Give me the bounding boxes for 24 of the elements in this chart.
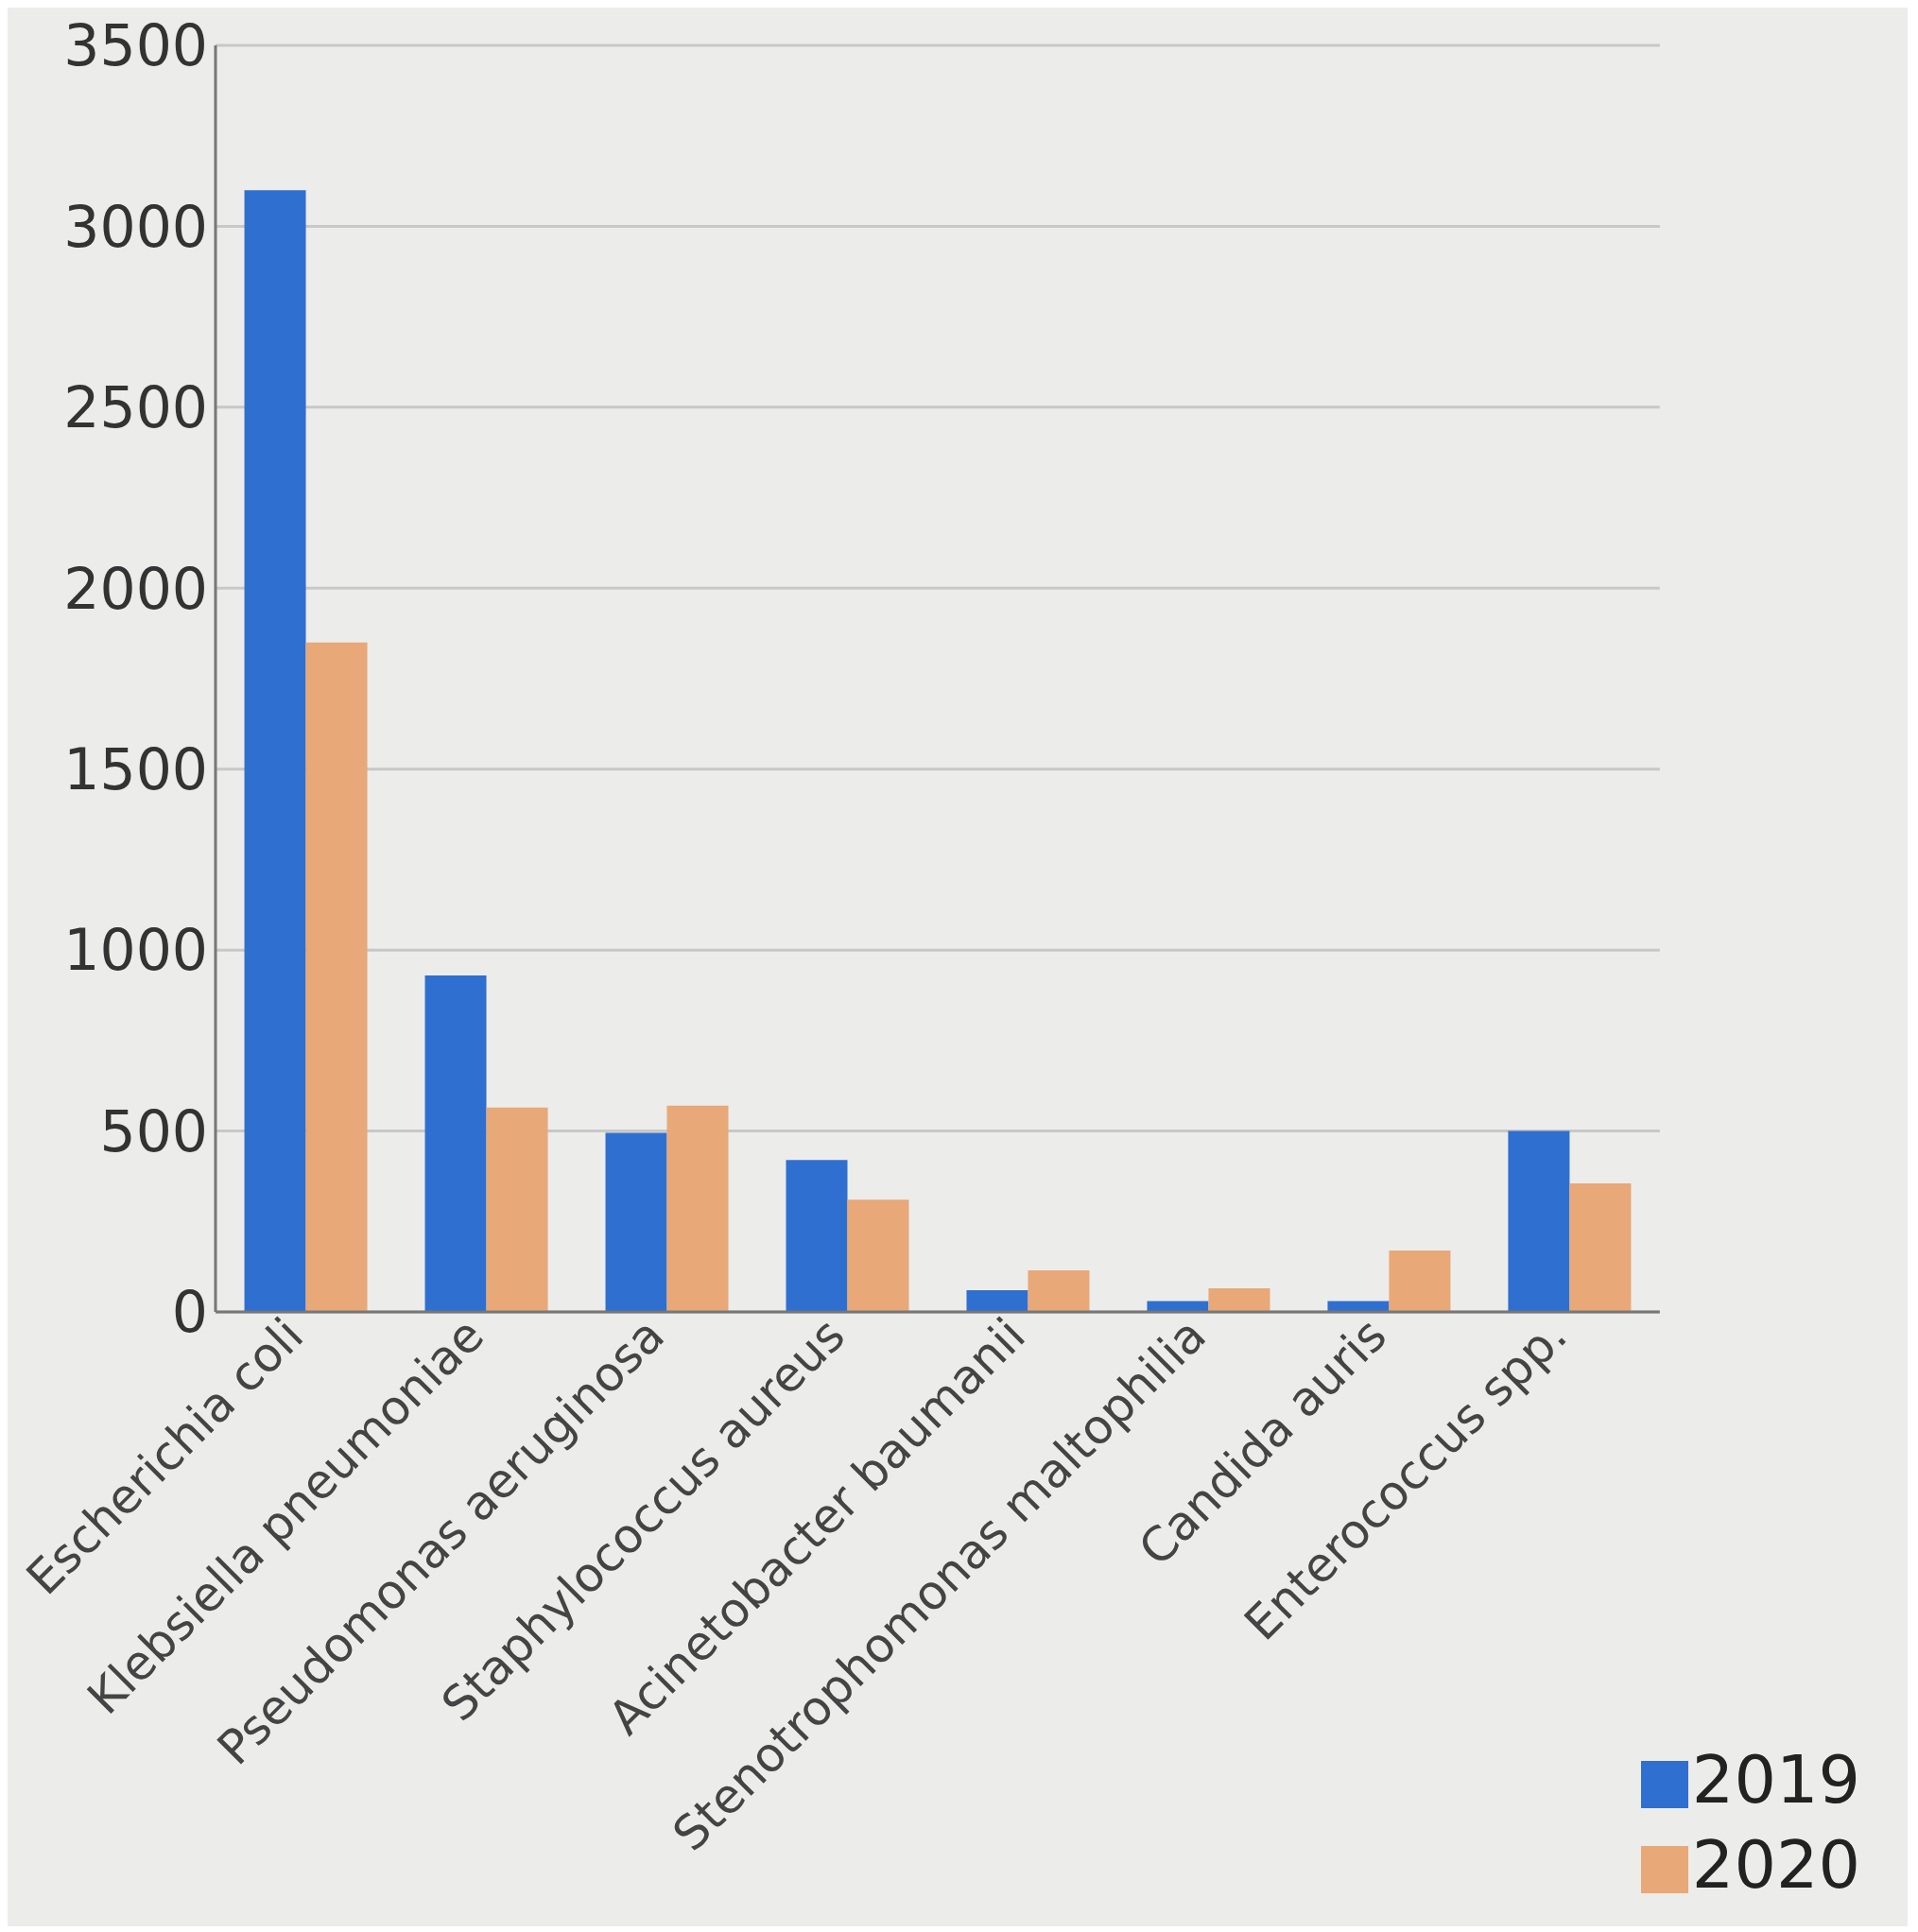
bar bbox=[666, 1105, 729, 1312]
y-tick-label: 1000 bbox=[63, 917, 208, 984]
bar bbox=[1508, 1130, 1570, 1312]
bar bbox=[305, 642, 368, 1312]
y-tick-label: 1500 bbox=[63, 736, 208, 803]
legend-label: 2020 bbox=[1691, 1826, 1860, 1904]
bar bbox=[605, 1132, 667, 1312]
y-tick-label: 500 bbox=[99, 1097, 208, 1164]
y-tick-label: 2500 bbox=[63, 374, 208, 441]
y-tick-label: 0 bbox=[171, 1279, 208, 1346]
bar bbox=[1569, 1183, 1632, 1312]
y-tick-label: 3500 bbox=[63, 12, 208, 79]
bar bbox=[847, 1199, 909, 1312]
bar bbox=[1208, 1288, 1270, 1312]
bar bbox=[1389, 1250, 1451, 1312]
bar bbox=[244, 190, 306, 1312]
legend-label: 2019 bbox=[1691, 1741, 1860, 1819]
bar bbox=[1028, 1269, 1090, 1312]
bar bbox=[424, 975, 487, 1312]
y-tick-label: 3000 bbox=[63, 193, 208, 260]
bar bbox=[966, 1290, 1028, 1312]
y-tick-label: 2000 bbox=[63, 555, 208, 622]
bar bbox=[486, 1107, 548, 1312]
bar bbox=[786, 1160, 848, 1312]
